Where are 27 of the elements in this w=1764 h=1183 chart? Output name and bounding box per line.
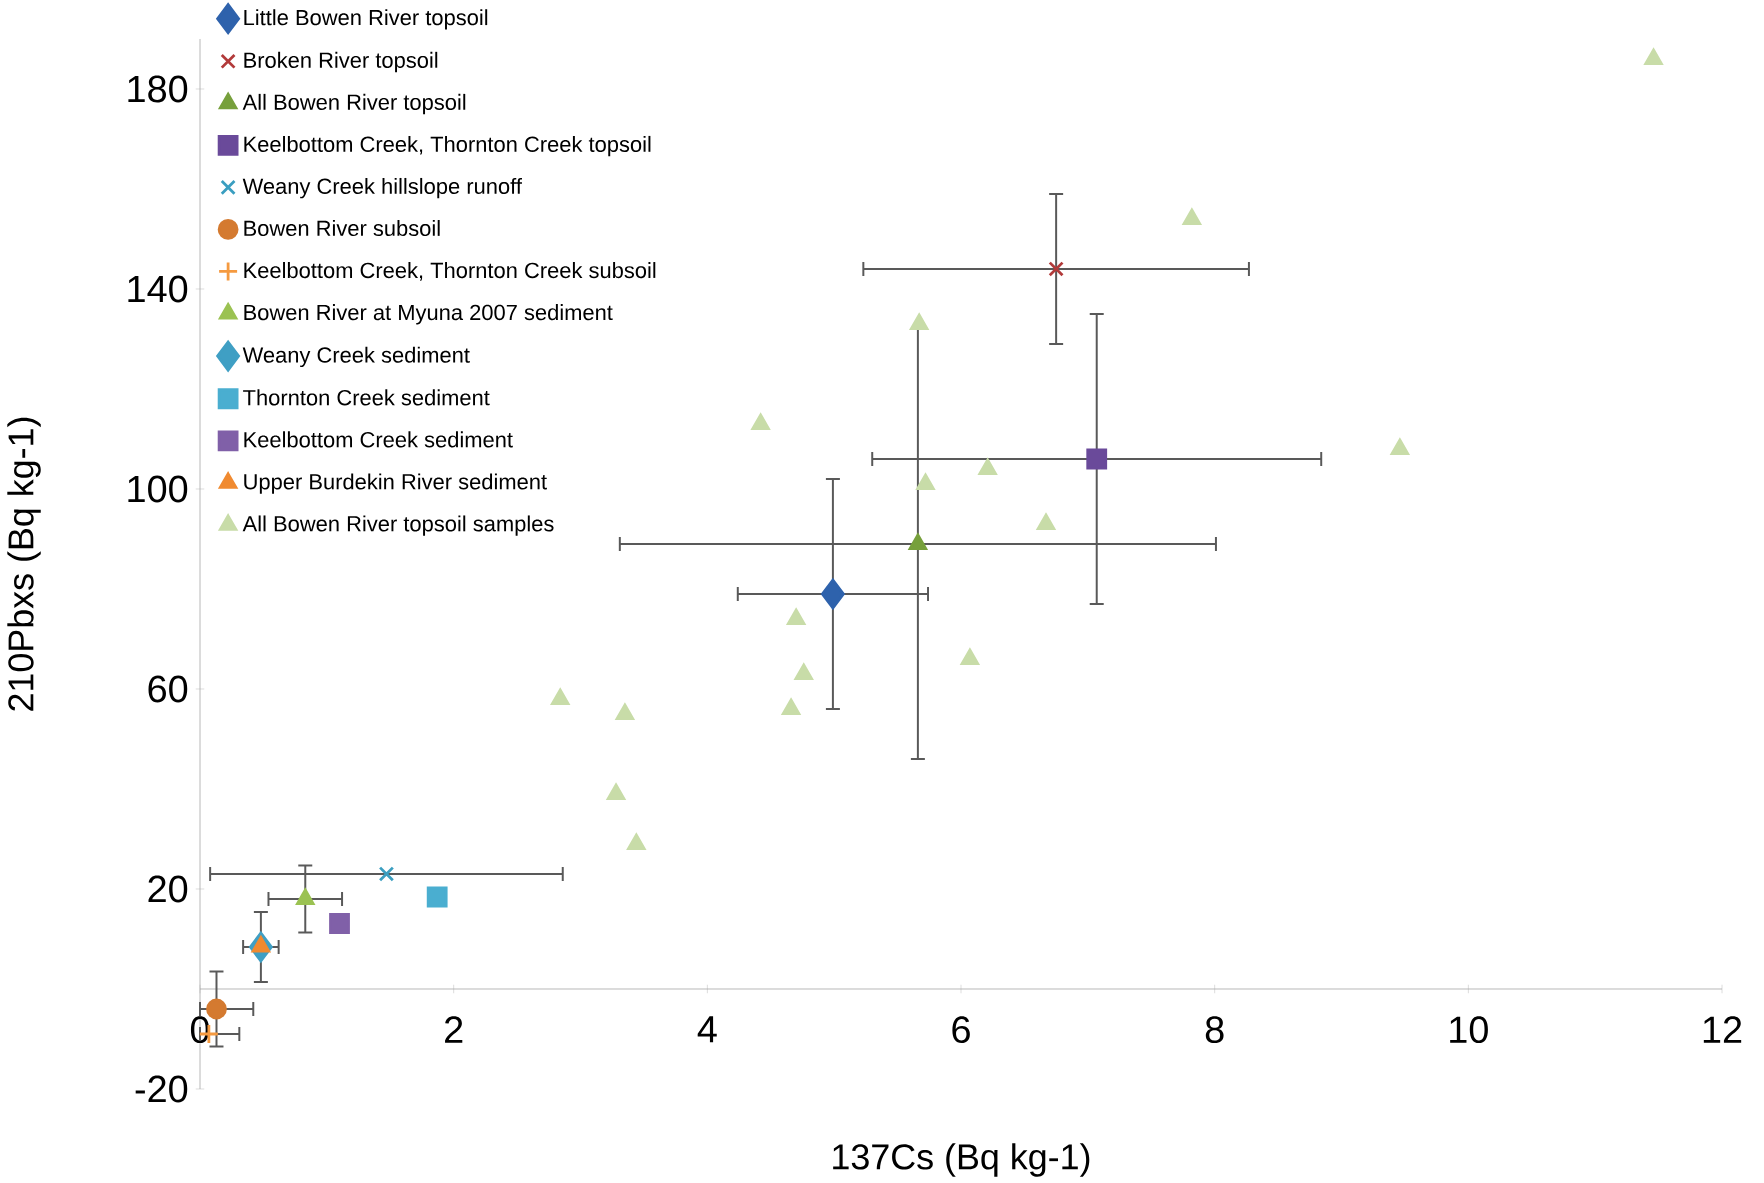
x-axis-title: 137Cs (Bq kg-1) (833, 1143, 1090, 1177)
legend-label: Broken River topsoil (244, 51, 438, 73)
x-tick-label: 10 (1450, 1016, 1488, 1043)
x-tick-label: 6 (952, 1016, 970, 1043)
legend-label: Keelbottom Creek, Thornton Creek subsoil (244, 261, 656, 281)
legend-label: Thornton Creek sediment (243, 389, 490, 406)
legend-label: Little Bowen River topsoil (244, 9, 488, 30)
y-tick-label: 20 (148, 875, 188, 903)
y-tick-label: 140 (128, 275, 188, 303)
y-tick-label: 60 (148, 675, 188, 703)
legend-label: Bowen River subsoil (244, 219, 440, 236)
x-tick-label: 2 (445, 1016, 463, 1043)
y-tick-label: 180 (128, 75, 188, 103)
x-tick-label: 8 (1205, 1016, 1224, 1043)
x-tick-label: 4 (697, 1016, 717, 1043)
legend-label: Bowen River at Myuna 2007 sediment (244, 303, 613, 325)
y-tick-label: 100 (128, 475, 188, 503)
legend-label: Keelbottom Creek sediment (244, 431, 513, 448)
legend-label: All Bowen River topsoil samples (242, 515, 554, 536)
legend-label: Weany Creek sediment (242, 346, 470, 367)
y-tick-label: -20 (135, 1075, 188, 1103)
legend-label: All Bowen River topsoil (242, 93, 466, 115)
x-tick-label: 12 (1703, 1016, 1742, 1043)
legend-label: Weany Creek hillslope runoff (242, 177, 522, 199)
legend-label: Keelbottom Creek, Thornton Creek topsoil (244, 135, 651, 157)
y-axis-title: 210Pbxs (Bq kg-1) (7, 417, 41, 711)
legend-label: Upper Burdekin River sediment (244, 473, 547, 494)
